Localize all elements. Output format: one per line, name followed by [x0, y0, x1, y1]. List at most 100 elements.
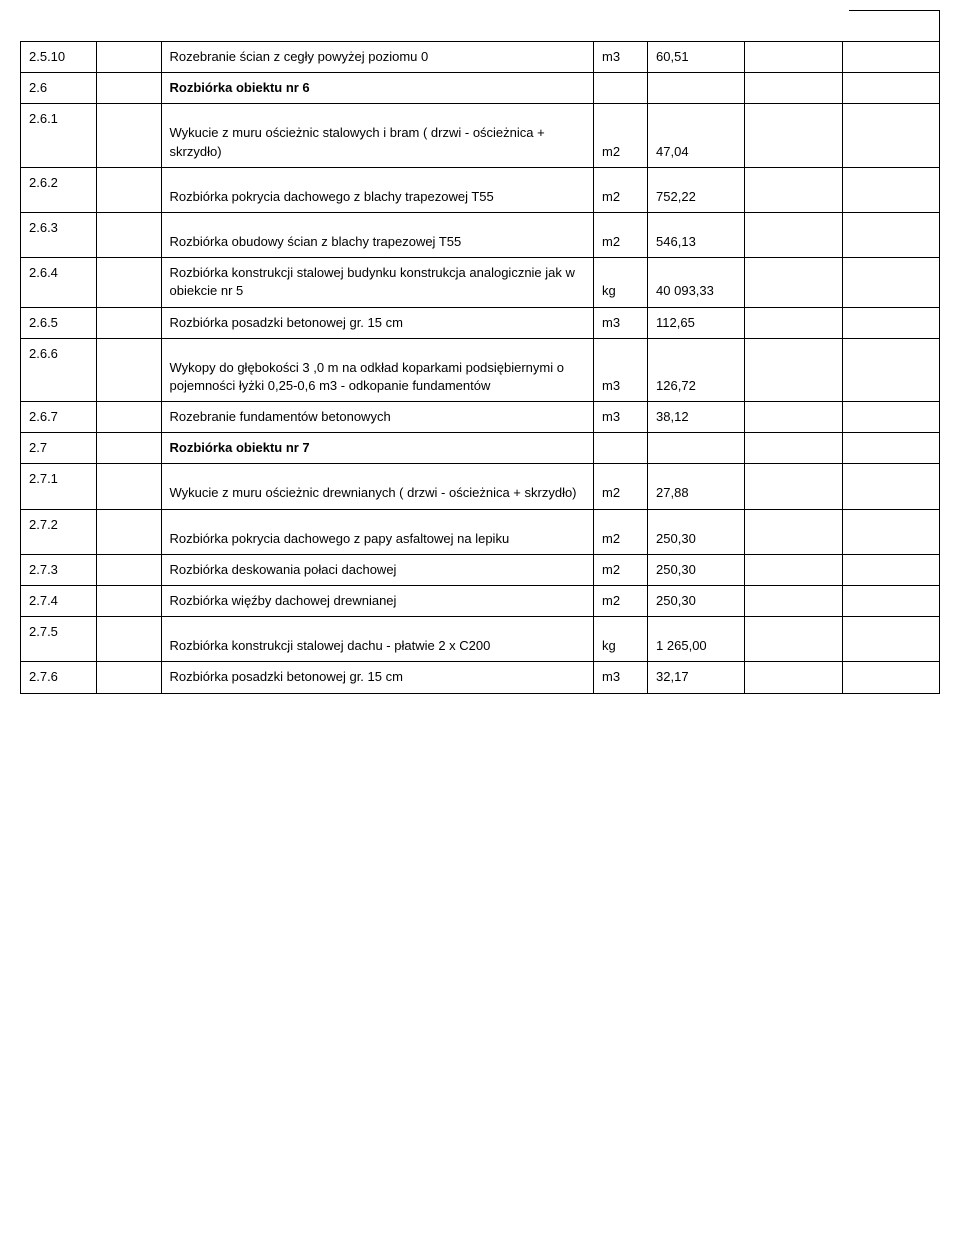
row-description: Rozbiórka obiektu nr 7: [161, 433, 593, 464]
row-quantity: 752,22: [648, 167, 745, 212]
row-blank-2: [745, 433, 842, 464]
row-blank-3: [842, 104, 939, 167]
row-blank-3: [842, 167, 939, 212]
row-description: Rozbiórka obudowy ścian z blachy trapezo…: [161, 212, 593, 257]
row-blank-1: [96, 212, 161, 257]
row-description: Rozebranie ścian z cegły powyżej poziomu…: [161, 42, 593, 73]
row-blank-1: [96, 554, 161, 585]
row-blank-3: [842, 402, 939, 433]
row-quantity: [648, 73, 745, 104]
table-row: 2.7.6Rozbiórka posadzki betonowej gr. 15…: [21, 662, 940, 693]
row-unit: m2: [594, 167, 648, 212]
row-code: 2.7.6: [21, 662, 97, 693]
row-blank-2: [745, 42, 842, 73]
row-code: 2.6.3: [21, 212, 97, 257]
row-blank-1: [96, 509, 161, 554]
row-quantity: 250,30: [648, 509, 745, 554]
row-blank-1: [96, 307, 161, 338]
row-description: Rozbiórka obiektu nr 6: [161, 73, 593, 104]
row-description: Rozbiórka konstrukcji stalowej dachu - p…: [161, 617, 593, 662]
row-blank-2: [745, 617, 842, 662]
row-code: 2.6.4: [21, 258, 97, 307]
row-blank-1: [96, 104, 161, 167]
row-quantity: 40 093,33: [648, 258, 745, 307]
row-blank-1: [96, 73, 161, 104]
row-code: 2.7: [21, 433, 97, 464]
row-blank-2: [745, 258, 842, 307]
row-description: Rozbiórka posadzki betonowej gr. 15 cm: [161, 307, 593, 338]
row-quantity: 60,51: [648, 42, 745, 73]
row-quantity: 32,17: [648, 662, 745, 693]
table-row: 2.6.6 Wykopy do głębokości 3 ,0 m na odkł…: [21, 338, 940, 401]
row-blank-3: [842, 464, 939, 509]
table-row: 2.7.5Rozbiórka konstrukcji stalowej dach…: [21, 617, 940, 662]
table-row: 2.7.4 Rozbiórka więźby dachowej drewniane…: [21, 586, 940, 617]
row-unit: m3: [594, 662, 648, 693]
row-blank-1: [96, 167, 161, 212]
row-description: Wykucie z muru ościeżnic stalowych i bra…: [161, 104, 593, 167]
row-blank-2: [745, 662, 842, 693]
row-code: 2.7.4: [21, 586, 97, 617]
row-quantity: 38,12: [648, 402, 745, 433]
row-unit: m2: [594, 586, 648, 617]
row-blank-3: [842, 73, 939, 104]
row-blank-3: [842, 212, 939, 257]
row-blank-1: [96, 586, 161, 617]
row-unit: m2: [594, 212, 648, 257]
row-quantity: 126,72: [648, 338, 745, 401]
table-row: 2.7.2Rozbiórka pokrycia dachowego z papy…: [21, 509, 940, 554]
table-row: 2.7.3Rozbiórka deskowania połaci dachowe…: [21, 554, 940, 585]
row-blank-3: [842, 307, 939, 338]
row-code: 2.6.7: [21, 402, 97, 433]
row-code: 2.5.10: [21, 42, 97, 73]
row-blank-3: [842, 586, 939, 617]
row-blank-3: [842, 554, 939, 585]
row-description: Rozebranie fundamentów betonowych: [161, 402, 593, 433]
row-blank-2: [745, 586, 842, 617]
cost-table: 2.5.10 Rozebranie ścian z cegły powyżej p…: [20, 41, 940, 694]
row-unit: m3: [594, 402, 648, 433]
table-row: 2.6.5Rozbiórka posadzki betonowej gr. 15…: [21, 307, 940, 338]
row-quantity: 250,30: [648, 554, 745, 585]
row-blank-2: [745, 464, 842, 509]
row-quantity: 27,88: [648, 464, 745, 509]
table-row: 2.6.1 Wykucie z muru ościeżnic stalowych …: [21, 104, 940, 167]
row-unit: [594, 73, 648, 104]
row-unit: m3: [594, 338, 648, 401]
row-quantity: 250,30: [648, 586, 745, 617]
row-blank-2: [745, 338, 842, 401]
row-blank-1: [96, 338, 161, 401]
row-code: 2.6.6: [21, 338, 97, 401]
row-blank-1: [96, 402, 161, 433]
row-unit: m2: [594, 464, 648, 509]
row-code: 2.6: [21, 73, 97, 104]
table-row: 2.7 Rozbiórka obiektu nr 7: [21, 433, 940, 464]
row-description: Wykucie z muru ościeżnic drewnianych ( d…: [161, 464, 593, 509]
row-description: Rozbiórka konstrukcji stalowej budynku k…: [161, 258, 593, 307]
row-description: Rozbiórka pokrycia dachowego z papy asfa…: [161, 509, 593, 554]
table-row: 2.6.3 Rozbiórka obudowy ścian z blachy tr…: [21, 212, 940, 257]
row-blank-2: [745, 73, 842, 104]
row-code: 2.6.1: [21, 104, 97, 167]
table-row: 2.6.4 Rozbiórka konstrukcji stalowej budy…: [21, 258, 940, 307]
row-blank-3: [842, 258, 939, 307]
row-code: 2.7.3: [21, 554, 97, 585]
row-quantity: 1 265,00: [648, 617, 745, 662]
top-corner-box: [849, 10, 940, 42]
row-description: Rozbiórka więźby dachowej drewnianej: [161, 586, 593, 617]
row-description: Rozbiórka pokrycia dachowego z blachy tr…: [161, 167, 593, 212]
row-unit: m2: [594, 554, 648, 585]
row-quantity: [648, 433, 745, 464]
row-blank-1: [96, 258, 161, 307]
row-blank-1: [96, 464, 161, 509]
row-unit: kg: [594, 617, 648, 662]
table-row: 2.6.7 Rozebranie fundamentów betonowychm3…: [21, 402, 940, 433]
row-blank-2: [745, 212, 842, 257]
row-unit: m3: [594, 307, 648, 338]
row-code: 2.7.1: [21, 464, 97, 509]
row-blank-2: [745, 104, 842, 167]
row-blank-3: [842, 617, 939, 662]
row-description: Wykopy do głębokości 3 ,0 m na odkład ko…: [161, 338, 593, 401]
row-unit: m2: [594, 509, 648, 554]
row-unit: kg: [594, 258, 648, 307]
